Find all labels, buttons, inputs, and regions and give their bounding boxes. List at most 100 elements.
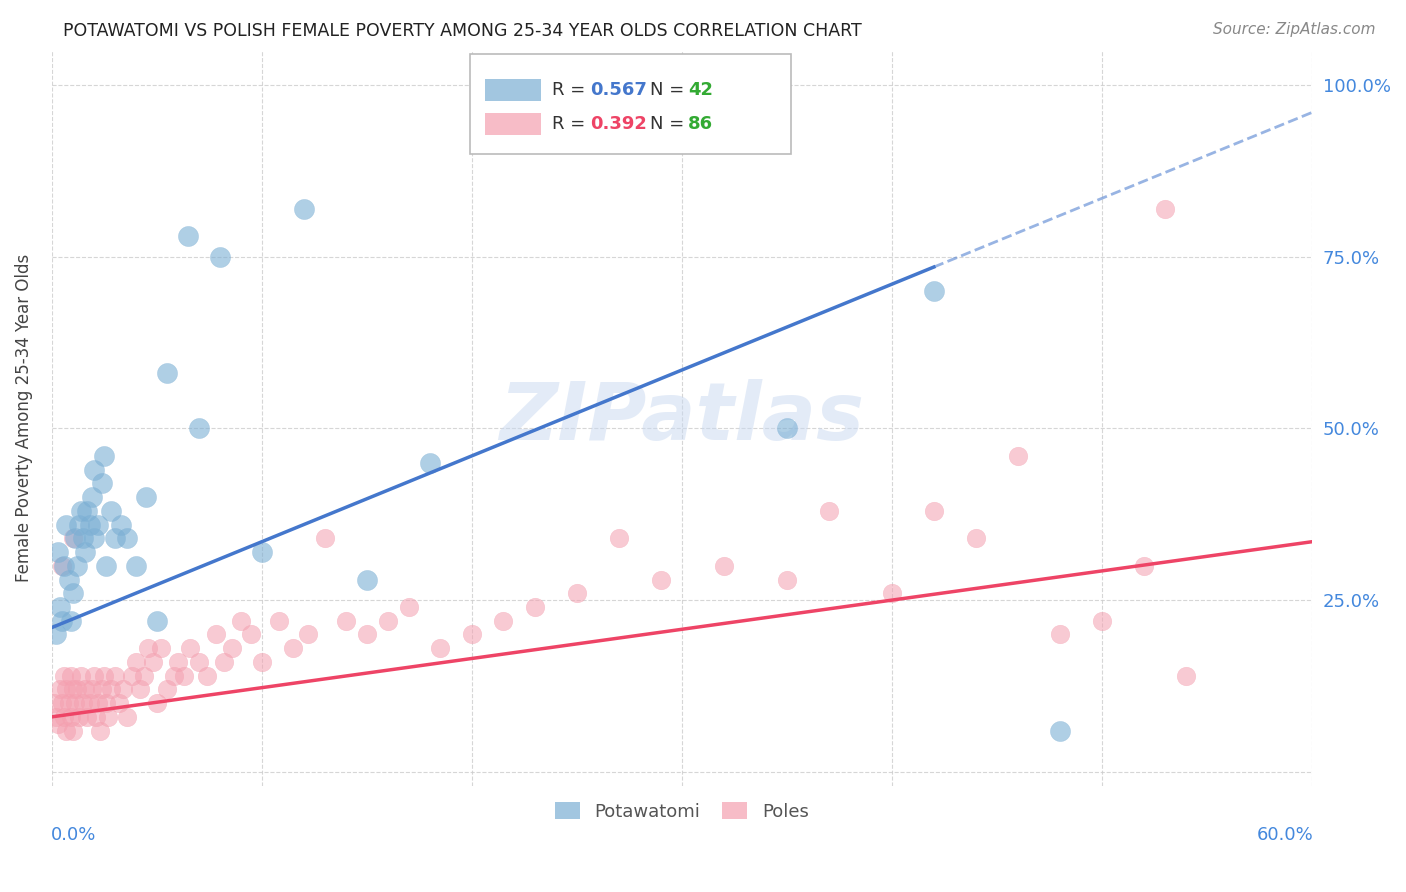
Point — [70, 668, 93, 682]
Point — [72, 696, 94, 710]
Text: 86: 86 — [688, 115, 713, 133]
Point — [55, 682, 77, 697]
Text: R =: R = — [553, 80, 591, 99]
Point — [565, 586, 588, 600]
Point — [91, 476, 114, 491]
Point — [100, 504, 122, 518]
Point — [76, 710, 98, 724]
Point — [429, 641, 451, 656]
Point — [83, 462, 105, 476]
Point — [80, 490, 103, 504]
Text: 0.0%: 0.0% — [51, 826, 96, 844]
Point — [89, 723, 111, 738]
Point — [117, 710, 139, 724]
Point — [195, 668, 218, 682]
Text: 42: 42 — [688, 80, 713, 99]
Point — [97, 710, 120, 724]
Point — [208, 250, 231, 264]
FancyBboxPatch shape — [485, 78, 541, 101]
Point — [62, 531, 84, 545]
Point — [104, 668, 127, 682]
FancyBboxPatch shape — [470, 54, 792, 153]
Point — [173, 668, 195, 682]
Point — [1049, 627, 1071, 641]
Point — [292, 202, 315, 216]
Point — [53, 558, 76, 573]
Point — [62, 586, 84, 600]
Point — [776, 573, 799, 587]
Legend: Potawatomi, Poles: Potawatomi, Poles — [548, 796, 815, 828]
Point — [1133, 558, 1156, 573]
Point — [67, 517, 90, 532]
Point — [87, 517, 110, 532]
Point — [80, 682, 103, 697]
Point — [1049, 723, 1071, 738]
Point — [46, 545, 69, 559]
Point — [51, 614, 73, 628]
Point — [145, 696, 167, 710]
Point — [45, 710, 67, 724]
Point — [145, 614, 167, 628]
Point — [297, 627, 319, 641]
Point — [53, 668, 76, 682]
Point — [49, 682, 72, 697]
Point — [93, 668, 115, 682]
Point — [142, 655, 165, 669]
Point — [45, 627, 67, 641]
Point — [713, 558, 735, 573]
Point — [91, 682, 114, 697]
Point — [117, 531, 139, 545]
Point — [607, 531, 630, 545]
Point — [83, 531, 105, 545]
Text: ZIPatlas: ZIPatlas — [499, 379, 865, 457]
Point — [66, 558, 89, 573]
Point — [51, 558, 73, 573]
Point — [162, 668, 184, 682]
Point — [461, 627, 484, 641]
Point — [125, 655, 148, 669]
Point — [93, 449, 115, 463]
Point — [62, 723, 84, 738]
Point — [250, 545, 273, 559]
Text: R =: R = — [553, 115, 591, 133]
Point — [75, 545, 97, 559]
Point — [62, 682, 84, 697]
Point — [125, 558, 148, 573]
Point — [84, 710, 107, 724]
Point — [314, 531, 336, 545]
Point — [650, 573, 672, 587]
Text: 0.567: 0.567 — [591, 80, 647, 99]
Point — [166, 655, 188, 669]
Point — [212, 655, 235, 669]
Point — [179, 641, 201, 656]
Point — [776, 421, 799, 435]
Point — [72, 531, 94, 545]
Point — [55, 517, 77, 532]
Point — [112, 682, 135, 697]
Text: POTAWATOMI VS POLISH FEMALE POVERTY AMONG 25-34 YEAR OLDS CORRELATION CHART: POTAWATOMI VS POLISH FEMALE POVERTY AMON… — [63, 22, 862, 40]
Point — [335, 614, 357, 628]
Point — [121, 668, 143, 682]
Point — [965, 531, 987, 545]
Point — [377, 614, 399, 628]
Point — [250, 655, 273, 669]
Point — [187, 655, 209, 669]
Point — [59, 710, 82, 724]
Point — [96, 558, 118, 573]
Point — [59, 614, 82, 628]
Point — [70, 504, 93, 518]
Point — [135, 490, 157, 504]
Point — [58, 696, 80, 710]
Point — [240, 627, 263, 641]
Point — [134, 668, 156, 682]
Point — [49, 599, 72, 614]
Point — [398, 599, 420, 614]
Point — [177, 229, 200, 244]
Point — [492, 614, 515, 628]
Point — [51, 696, 73, 710]
Point — [138, 641, 160, 656]
Point — [156, 682, 179, 697]
Point — [1007, 449, 1029, 463]
Point — [221, 641, 243, 656]
Point — [1154, 202, 1177, 216]
